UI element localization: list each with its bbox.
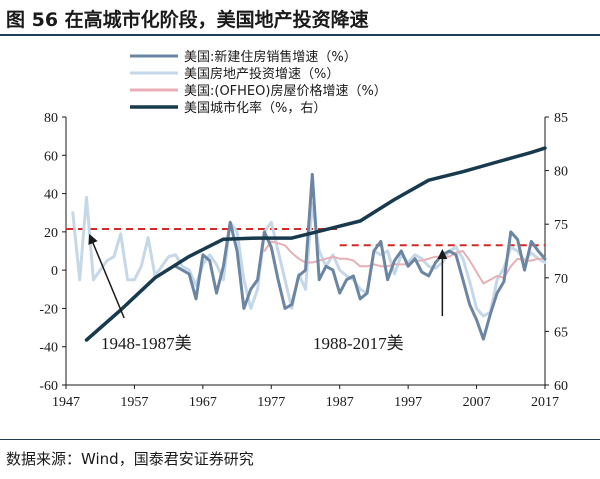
x-tick-label: 1957 <box>120 395 148 410</box>
series-lines <box>71 146 547 342</box>
y-left-tick-label: -20 <box>39 302 58 317</box>
y-right-tick-label: 70 <box>554 272 568 287</box>
annotation-arrow <box>88 233 125 319</box>
x-tick-label: 1987 <box>326 395 354 410</box>
y-right-tick-label: 85 <box>554 111 568 126</box>
y-left-tick-label: 0 <box>51 264 58 279</box>
y-right-tick-label: 80 <box>554 165 568 180</box>
legend-label-2: 美国:(OFHEO)房屋价格增速（%） <box>184 83 387 99</box>
annotations: 1948-1987美 1988-2017美 <box>88 233 448 353</box>
y-right-tick-label: 60 <box>554 379 568 394</box>
x-tick-label: 1977 <box>257 395 285 410</box>
x-tick-label: 2007 <box>463 395 491 410</box>
series-line-0 <box>174 172 547 341</box>
source-rule <box>0 439 600 440</box>
x-tick-label: 1947 <box>52 395 80 410</box>
legend-label-3: 美国城市化率（%，右） <box>184 100 326 116</box>
y-left-tick-label: 40 <box>44 188 58 203</box>
y-right-tick-label: 75 <box>554 218 568 233</box>
series-line-2 <box>263 240 546 285</box>
legend-label-1: 美国房地产投资增速（%） <box>184 66 339 82</box>
annotation-label: 1988-2017美 <box>313 334 404 353</box>
y-left-tick-label: -60 <box>39 379 58 394</box>
source-note: 数据来源：Wind，国泰君安证券研究 <box>6 450 254 468</box>
axes: -60 -40 -20 0 20 40 60 80 60 65 70 75 80 85 1947 1957 19… <box>39 111 568 410</box>
legend-label-0: 美国:新建住房销售增速（%） <box>184 49 357 65</box>
legend: 美国:新建住房销售增速（%）美国房地产投资增速（%）美国:(OFHEO)房屋价格… <box>130 49 387 116</box>
y-left-tick-label: -40 <box>39 341 58 356</box>
series-line-3 <box>84 146 547 342</box>
reference-lines <box>66 227 545 247</box>
annotation-label: 1948-1987美 <box>101 334 192 353</box>
y-left-tick-label: 60 <box>44 149 58 164</box>
series-line-1 <box>71 195 547 318</box>
x-tick-label: 1997 <box>394 395 422 410</box>
title-rule <box>0 34 600 36</box>
y-left-tick-label: 20 <box>44 226 58 241</box>
y-left-tick-label: 80 <box>44 111 58 126</box>
x-tick-label: 1967 <box>189 395 217 410</box>
title-bar: 图 56 在高城市化阶段，美国地产投资降速 <box>0 0 600 36</box>
line-chart: -60 -40 -20 0 20 40 60 80 60 65 70 75 80 85 1947 1957 19… <box>39 49 568 410</box>
y-right-tick-label: 65 <box>554 325 568 340</box>
x-tick-label: 2017 <box>531 395 559 410</box>
figure-title: 图 56 在高城市化阶段，美国地产投资降速 <box>6 9 369 31</box>
